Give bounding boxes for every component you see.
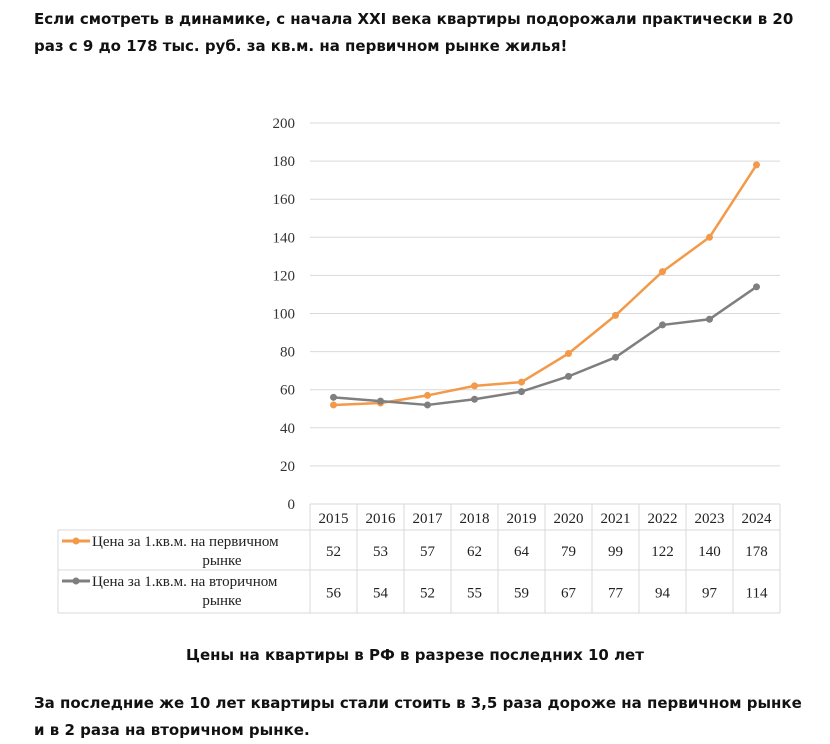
- table-value: 140: [698, 544, 721, 560]
- data-point: [659, 321, 666, 329]
- x-tick-label: 2019: [507, 511, 537, 527]
- outro-paragraph: За последние же 10 лет квартиры стали ст…: [34, 694, 802, 739]
- intro-paragraph: Если смотреть в динамике, с начала XXI в…: [34, 10, 794, 55]
- data-point: [330, 401, 337, 409]
- table-value: 114: [746, 586, 768, 602]
- data-point: [330, 393, 337, 401]
- x-tick-label: 2020: [554, 511, 584, 527]
- table-value: 54: [373, 586, 389, 602]
- data-point: [565, 350, 572, 358]
- chart-caption: Цены на квартиры в РФ в разрезе последни…: [186, 646, 644, 664]
- table-value: 178: [745, 544, 768, 560]
- y-tick-label: 40: [280, 421, 295, 437]
- legend-label: рынке: [202, 553, 242, 569]
- y-tick-label: 200: [273, 116, 296, 132]
- data-point: [753, 283, 760, 291]
- series-line: [333, 285, 758, 407]
- legend-label: Цена за 1.кв.м. на вторичном: [92, 574, 278, 590]
- legend-label: рынке: [202, 593, 242, 609]
- data-point: [612, 353, 619, 361]
- table-value: 53: [373, 544, 388, 560]
- data-point: [706, 233, 713, 241]
- table-value: 67: [561, 586, 577, 602]
- data-point: [612, 311, 619, 319]
- data-point: [753, 161, 760, 169]
- legend-marker-icon: [72, 537, 80, 545]
- x-tick-label: 2023: [695, 511, 725, 527]
- table-value: 94: [655, 586, 671, 602]
- table-value: 52: [420, 586, 435, 602]
- y-tick-label: 20: [280, 459, 295, 475]
- data-point: [565, 372, 572, 380]
- data-point: [377, 397, 384, 405]
- table-value: 55: [467, 586, 482, 602]
- table-value: 122: [651, 544, 674, 560]
- data-point: [706, 315, 713, 323]
- x-tick-label: 2015: [319, 511, 349, 527]
- table-value: 59: [514, 586, 529, 602]
- data-point: [424, 391, 431, 399]
- table-value: 97: [702, 586, 718, 602]
- y-tick-label: 60: [280, 383, 295, 399]
- x-tick-label: 2017: [413, 511, 444, 527]
- y-tick-label: 160: [273, 192, 296, 208]
- table-value: 56: [326, 586, 342, 602]
- y-tick-label: 120: [273, 268, 296, 284]
- x-tick-label: 2022: [648, 511, 678, 527]
- x-tick-label: 2024: [742, 511, 773, 527]
- data-point: [518, 378, 525, 386]
- data-point: [424, 401, 431, 409]
- y-tick-label: 0: [288, 497, 296, 513]
- data-point: [518, 388, 525, 396]
- y-tick-label: 100: [273, 307, 296, 323]
- table-value: 64: [514, 544, 530, 560]
- data-point: [471, 382, 478, 390]
- data-point: [659, 268, 666, 276]
- price-line-chart: 0 20 40 60 80 100 120 140 160 180 200 2015 2016 2017 2…: [57, 116, 781, 614]
- y-tick-label: 180: [273, 154, 296, 170]
- table-value: 79: [561, 544, 576, 560]
- legend-label: Цена за 1.кв.м. на первичном: [92, 534, 279, 550]
- table-value: 99: [608, 544, 623, 560]
- series-line: [333, 164, 758, 407]
- x-tick-label: 2018: [460, 511, 490, 527]
- y-tick-label: 80: [280, 345, 295, 361]
- x-tick-label: 2021: [601, 511, 631, 527]
- x-tick-label: 2016: [366, 511, 397, 527]
- legend-marker-icon: [72, 577, 80, 585]
- y-tick-label: 140: [273, 230, 296, 246]
- table-value: 57: [420, 544, 436, 560]
- table-value: 77: [608, 586, 624, 602]
- table-value: 52: [326, 544, 341, 560]
- data-point: [471, 395, 478, 403]
- table-value: 62: [467, 544, 482, 560]
